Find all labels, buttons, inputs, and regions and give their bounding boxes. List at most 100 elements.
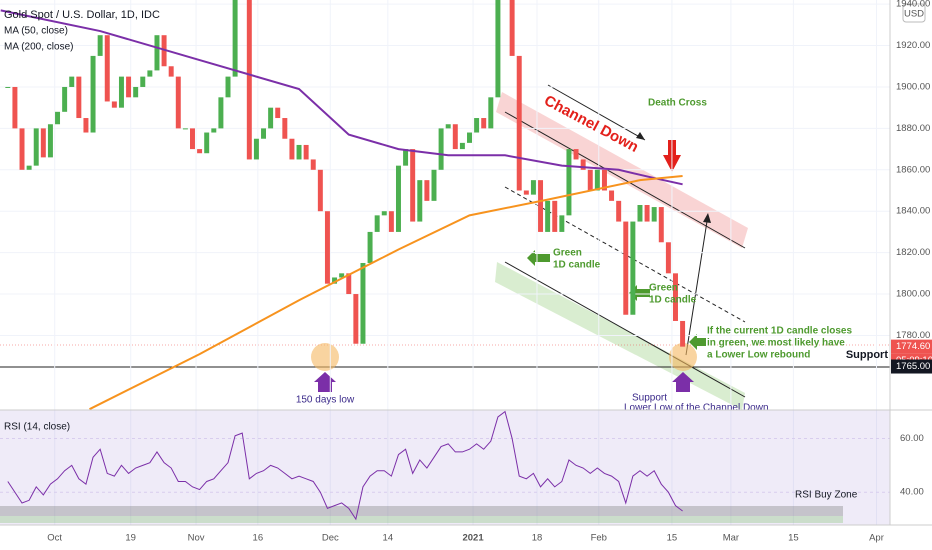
candle	[395, 165, 401, 232]
candle	[388, 211, 394, 232]
buy-zone	[0, 506, 843, 516]
candle	[175, 76, 181, 129]
candle	[289, 138, 295, 160]
rsi-band	[0, 410, 890, 525]
candle	[282, 118, 288, 139]
y-tick-label: 40.00	[900, 487, 924, 498]
candle	[452, 124, 458, 150]
candle	[474, 118, 480, 133]
candle	[83, 118, 89, 133]
x-tick-label: 19	[125, 533, 136, 544]
x-tick-label: 15	[667, 533, 678, 544]
y-tick-label: 1820.00	[896, 247, 930, 258]
annotation: 1D candle	[649, 295, 697, 306]
x-tick-label: 14	[383, 533, 394, 544]
currency: USD	[904, 9, 924, 20]
candle	[246, 0, 252, 160]
candle	[26, 165, 32, 170]
y-tick-label: 60.00	[900, 433, 924, 444]
candle	[495, 0, 501, 98]
candle	[651, 207, 657, 222]
candle	[19, 128, 25, 170]
x-tick-label: Feb	[591, 533, 607, 544]
candle	[197, 149, 203, 154]
x-tick-label: Dec	[322, 533, 339, 544]
candle	[580, 159, 586, 170]
candle	[523, 190, 529, 195]
candle	[417, 180, 423, 222]
annotation: Support	[846, 349, 888, 361]
candle	[90, 55, 96, 133]
candle	[218, 97, 224, 129]
candle	[538, 180, 544, 232]
candle	[40, 128, 46, 158]
price-badge	[891, 359, 932, 374]
candle	[253, 138, 259, 160]
candle	[232, 0, 238, 77]
candle	[360, 262, 366, 344]
x-tick-label: Apr	[869, 533, 884, 544]
x-tick-label: 15	[788, 533, 799, 544]
candle	[317, 169, 323, 212]
candle	[410, 149, 416, 222]
y-tick-label: 1920.00	[896, 40, 930, 51]
candle	[310, 159, 316, 170]
candle	[182, 128, 188, 130]
candle	[516, 55, 522, 191]
candle	[140, 76, 146, 87]
arrow-head	[636, 132, 645, 140]
candle	[55, 111, 61, 125]
candle	[665, 242, 671, 274]
annotation: If the current 1D candle closes	[707, 326, 852, 337]
green-arrow	[527, 250, 550, 266]
candle	[459, 142, 465, 150]
candle	[62, 86, 68, 112]
candle	[637, 205, 643, 222]
candle	[268, 107, 274, 129]
candle	[339, 273, 345, 278]
candle	[530, 180, 536, 195]
y-tick-label: 1900.00	[896, 81, 930, 92]
candle	[346, 273, 352, 295]
candle	[601, 169, 607, 191]
highlight	[669, 343, 697, 371]
candle	[303, 144, 309, 160]
annotation: Lower Low of the Channel Down	[624, 403, 769, 414]
x-tick-label: 18	[532, 533, 543, 544]
annotation: 150 days low	[296, 395, 355, 406]
arrow	[547, 84, 646, 141]
candle	[438, 128, 444, 170]
candle	[445, 124, 451, 129]
y-tick-label: 1880.00	[896, 123, 930, 134]
candle	[133, 86, 139, 98]
candle	[126, 76, 132, 98]
candle	[680, 320, 686, 347]
candle	[381, 211, 387, 216]
rebound-arrow	[685, 214, 709, 356]
channel-bottom	[504, 261, 746, 398]
candle	[211, 128, 217, 133]
candle	[190, 128, 195, 150]
y-tick-label: 1860.00	[896, 164, 930, 175]
annotation: RSI Buy Zone	[795, 490, 858, 501]
annotation: in green, we most likely have	[707, 338, 845, 349]
candle	[367, 231, 373, 263]
channel-mid	[504, 186, 746, 323]
candle	[47, 124, 53, 158]
annotation: Green	[649, 283, 678, 294]
candle	[481, 118, 487, 129]
annotation: 1D candle	[553, 260, 601, 271]
legend-entry: MA (200, close)	[4, 42, 73, 53]
candle	[104, 35, 110, 102]
buy-zone	[0, 516, 843, 523]
price-label: 1774.60	[896, 341, 930, 352]
rsi-line	[7, 410, 683, 521]
legend-entry: MA (50, close)	[4, 26, 68, 37]
candle	[69, 76, 75, 87]
y-tick-label: 1800.00	[896, 289, 930, 300]
candle	[467, 132, 472, 143]
candle	[12, 86, 18, 129]
x-tick-label: Nov	[188, 533, 205, 544]
